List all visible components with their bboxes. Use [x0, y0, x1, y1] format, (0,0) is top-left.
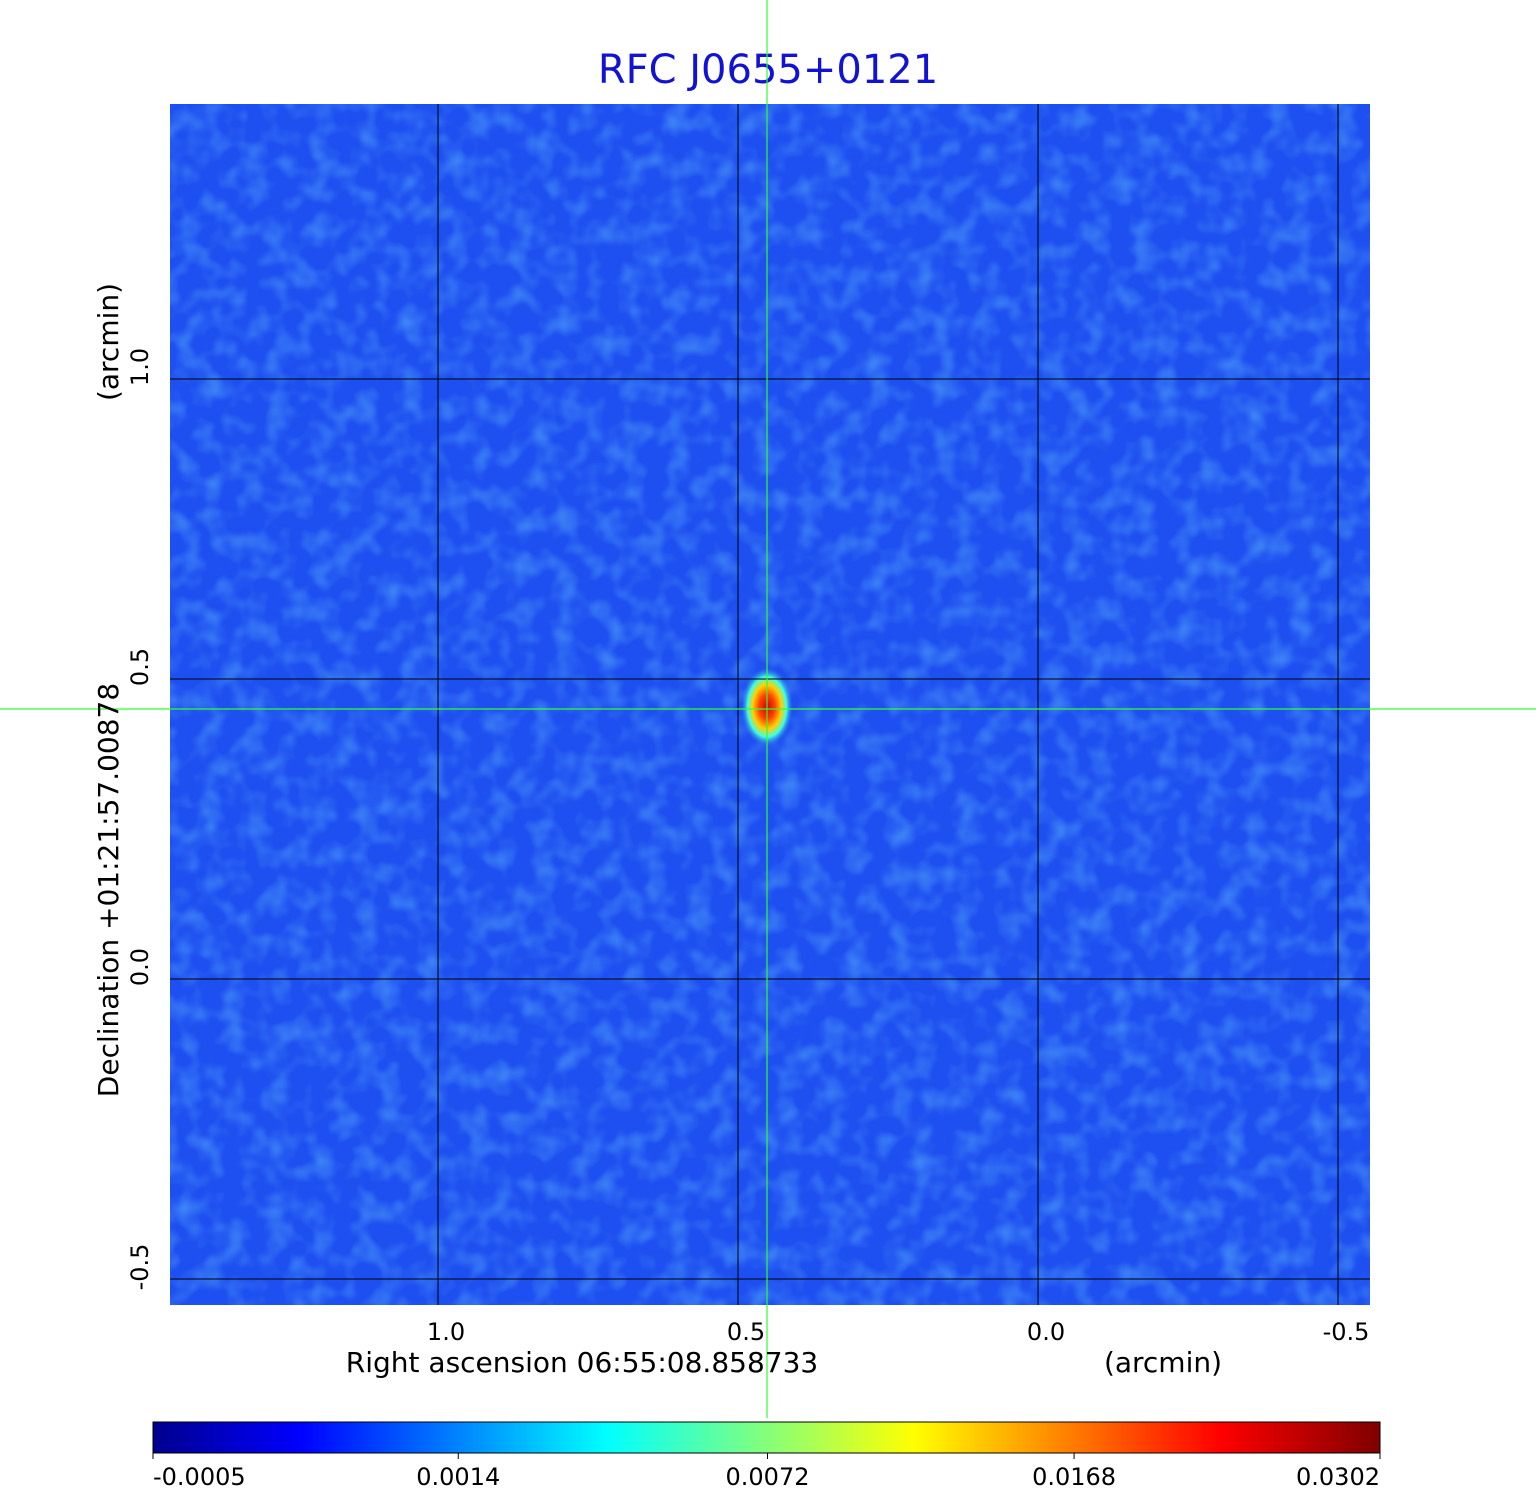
colorbar-tick-label: 0.0072: [726, 1463, 810, 1491]
x-tick-label: 0.0: [1027, 1318, 1065, 1346]
y-tick-label: -0.5: [126, 1244, 154, 1291]
y-tick-label: 0.5: [126, 648, 154, 686]
image: [170, 104, 1370, 1305]
colorbar-tick-label: -0.0005: [153, 1463, 246, 1491]
colorbar-tick-label: 0.0168: [1032, 1463, 1116, 1491]
x-tick-label: 0.5: [727, 1318, 765, 1346]
colorbar: [152, 1421, 1381, 1454]
y-axis-label: Declination +01:21:57.00878: [92, 683, 125, 1097]
x-axis-unit: (arcmin): [1104, 1346, 1222, 1379]
y-tick-label: 1.0: [126, 348, 154, 386]
y-tick-label: 0.0: [126, 948, 154, 986]
colorbar-tick-label: 0.0014: [416, 1463, 500, 1491]
chart-title: RFC J0655+0121: [598, 47, 938, 93]
y-axis-unit: (arcmin): [92, 283, 125, 401]
colorbar-tick-label: 0.0302: [1296, 1463, 1380, 1491]
x-tick-label: -0.5: [1323, 1318, 1370, 1346]
x-tick-label: 1.0: [427, 1318, 465, 1346]
x-axis-label: Right ascension 06:55:08.858733: [346, 1346, 818, 1379]
